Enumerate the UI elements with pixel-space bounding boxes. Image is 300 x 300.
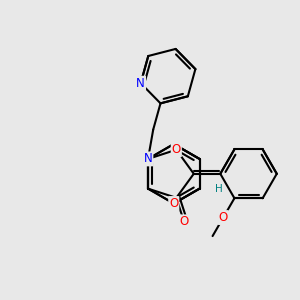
Text: O: O bbox=[219, 211, 228, 224]
Text: N: N bbox=[144, 152, 152, 165]
Text: O: O bbox=[172, 143, 181, 156]
Text: O: O bbox=[179, 215, 189, 228]
Text: O: O bbox=[169, 197, 178, 210]
Text: N: N bbox=[136, 77, 145, 90]
Text: H: H bbox=[215, 184, 223, 194]
